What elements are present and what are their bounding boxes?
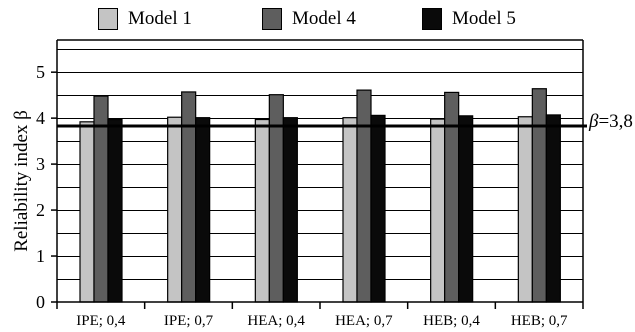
bar [458,115,474,303]
bar [356,89,372,303]
y-tick-label: 0 [36,292,45,312]
y-tick-label: 3 [36,154,45,174]
x-tick-label: HEA; 0,7 [335,313,393,329]
y-tick-label: 2 [36,200,45,220]
x-tick-label: IPE; 0,7 [164,313,214,329]
bar [517,116,533,303]
bar [531,88,547,303]
legend-item-model-4: Model 4 [262,6,356,32]
legend-label-model-1: Model 1 [128,8,192,29]
reference-line-label: β=3,8 [589,111,633,133]
x-tick-label: HEB; 0,4 [423,313,480,329]
bar [342,117,358,303]
bar [545,114,561,303]
reference-line-value: =3,8 [598,111,633,132]
bar [195,117,211,303]
bar [181,91,197,303]
axes: 0 1 2 3 4 5 IPE; 0,4 IPE; 0,7 HEA; 0,4 HEA; 0,7 HE… [36,39,584,329]
y-tick-label: 4 [36,108,45,128]
x-tick-label: HEA; 0,4 [247,313,305,329]
bar [282,117,298,303]
y-axis-label: Reliability index β [11,110,32,252]
x-tick-label: IPE; 0,4 [76,313,126,329]
legend-item-model-5: Model 5 [422,6,516,32]
bar [444,91,460,303]
bar [254,118,270,303]
bars [79,88,561,303]
bar [370,114,386,303]
x-tick-label: HEB; 0,7 [511,313,568,329]
y-tick-label: 5 [36,62,45,82]
bar [167,116,183,303]
legend-label-model-5: Model 5 [452,8,516,29]
y-tick-label: 1 [36,246,45,266]
bar [79,121,95,303]
legend-swatch-model-1 [98,8,118,30]
legend-label-model-4: Model 4 [292,8,356,29]
legend-item-model-1: Model 1 [98,6,192,32]
legend-swatch-model-5 [422,8,442,30]
bar [430,118,446,303]
legend-swatch-model-4 [262,8,282,30]
grid-lines [57,49,583,280]
bar [107,118,123,303]
reference-line-symbol: β [589,111,599,132]
